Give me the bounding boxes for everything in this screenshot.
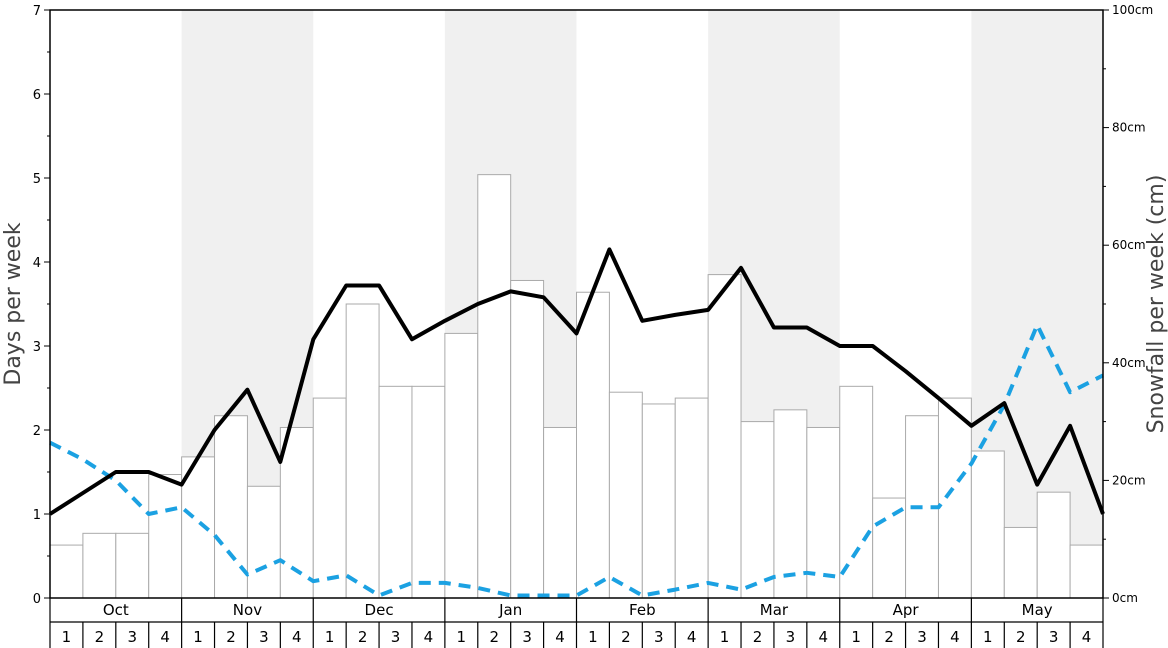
week-label: 2 bbox=[884, 628, 894, 646]
left-tick-label: 2 bbox=[33, 424, 41, 439]
right-tick-label: 80cm bbox=[1112, 121, 1146, 135]
snowfall-bar bbox=[1069, 544, 1104, 599]
week-label: 2 bbox=[358, 628, 368, 646]
week-label: 2 bbox=[1016, 628, 1026, 646]
week-label: 2 bbox=[489, 628, 499, 646]
week-label: 1 bbox=[62, 628, 72, 646]
month-label-dec: Dec bbox=[365, 601, 394, 619]
right-tick-label: 20cm bbox=[1112, 473, 1146, 487]
left-tick-label: 3 bbox=[33, 340, 41, 355]
snowfall-bar bbox=[49, 544, 84, 599]
right-tick-label: 0cm bbox=[1112, 591, 1138, 605]
right-tick-label: 40cm bbox=[1112, 356, 1146, 370]
week-label: 4 bbox=[160, 628, 170, 646]
left-axis-ticks: 0 1 2 3 4 5 6 7 bbox=[33, 4, 50, 607]
left-tick-label: 6 bbox=[33, 88, 41, 103]
week-labels: 1 2 3 4 1 2 3 4 1 2 3 4 1 2 3 4 1 2 3 4 1 2 3 4 1 2 3 4 1 2 3 4 bbox=[49, 622, 1104, 648]
snowfall-bar bbox=[1003, 526, 1038, 599]
week-label: 1 bbox=[588, 628, 598, 646]
left-tick-label: 1 bbox=[33, 508, 41, 523]
left-tick-label: 5 bbox=[33, 172, 41, 187]
snowfall-bar bbox=[345, 303, 380, 599]
snowfall-bar bbox=[444, 332, 479, 599]
snowfall-bar bbox=[148, 474, 183, 599]
week-label: 1 bbox=[851, 628, 861, 646]
snowfall-bar bbox=[872, 497, 907, 599]
week-label: 4 bbox=[819, 628, 829, 646]
snowfall-bar bbox=[970, 450, 1005, 599]
week-label: 3 bbox=[259, 628, 269, 646]
left-tick-label: 0 bbox=[33, 592, 41, 607]
snowfall-bar bbox=[510, 279, 545, 599]
week-label: 4 bbox=[1082, 628, 1092, 646]
month-label-nov: Nov bbox=[233, 601, 262, 619]
snowfall-bar bbox=[576, 291, 610, 599]
snowfall-bar bbox=[82, 532, 117, 599]
snowfall-bar bbox=[1036, 491, 1071, 599]
snowfall-bar bbox=[806, 426, 841, 599]
week-label: 2 bbox=[621, 628, 631, 646]
snowfall-bar bbox=[608, 391, 643, 599]
left-tick-label: 4 bbox=[33, 256, 41, 271]
week-label: 3 bbox=[786, 628, 796, 646]
snowfall-bar bbox=[115, 532, 150, 599]
week-label: 1 bbox=[720, 628, 730, 646]
snowfall-bar bbox=[477, 174, 512, 599]
week-label: 3 bbox=[917, 628, 927, 646]
snowfall-bar bbox=[674, 397, 709, 599]
left-tick-label: 7 bbox=[33, 4, 41, 19]
week-label: 2 bbox=[753, 628, 763, 646]
solid-series-line bbox=[48, 247, 1105, 516]
snowfall-bar bbox=[740, 421, 775, 599]
month-labels: Oct Nov Dec Jan Feb Mar Apr May bbox=[49, 598, 1104, 623]
snowfall-bar bbox=[641, 403, 676, 599]
week-label: 4 bbox=[555, 628, 565, 646]
month-label-jan: Jan bbox=[498, 601, 522, 619]
snowfall-bar bbox=[839, 385, 874, 599]
month-label-apr: Apr bbox=[893, 601, 920, 619]
snowfall-bar bbox=[543, 426, 577, 599]
week-label: 1 bbox=[983, 628, 993, 646]
month-label-mar: Mar bbox=[760, 601, 789, 619]
week-label: 3 bbox=[127, 628, 137, 646]
snowfall-bar bbox=[246, 485, 281, 599]
right-axis-ticks: 0cm 20cm 40cm 60cm 80cm 100cm bbox=[1103, 3, 1153, 605]
week-label: 1 bbox=[193, 628, 203, 646]
snowfall-bar bbox=[411, 385, 446, 599]
series-lines bbox=[48, 247, 1105, 598]
snowfall-bar bbox=[937, 397, 972, 599]
week-label: 2 bbox=[226, 628, 236, 646]
week-label: 1 bbox=[457, 628, 467, 646]
week-label: 4 bbox=[687, 628, 697, 646]
week-label: 1 bbox=[325, 628, 335, 646]
snowfall-bars bbox=[49, 174, 1104, 599]
month-label-feb: Feb bbox=[629, 601, 656, 619]
month-label-oct: Oct bbox=[103, 601, 129, 619]
week-label: 3 bbox=[391, 628, 401, 646]
week-label: 4 bbox=[292, 628, 302, 646]
snowfall-bar bbox=[312, 397, 347, 599]
week-label: 2 bbox=[95, 628, 105, 646]
week-label: 4 bbox=[424, 628, 434, 646]
snowfall-bar bbox=[707, 274, 742, 599]
right-tick-label: 60cm bbox=[1112, 238, 1146, 252]
week-label: 3 bbox=[1049, 628, 1059, 646]
week-label: 4 bbox=[950, 628, 960, 646]
left-axis-title: Days per week bbox=[1, 222, 26, 385]
snowfall-bar bbox=[773, 409, 808, 599]
snowfall-bar bbox=[378, 385, 413, 599]
right-tick-label: 100cm bbox=[1112, 3, 1153, 17]
week-label: 3 bbox=[522, 628, 532, 646]
month-label-may: May bbox=[1022, 601, 1053, 619]
right-axis-title: Snowfall per week (cm) bbox=[1144, 175, 1168, 434]
week-label: 3 bbox=[654, 628, 664, 646]
